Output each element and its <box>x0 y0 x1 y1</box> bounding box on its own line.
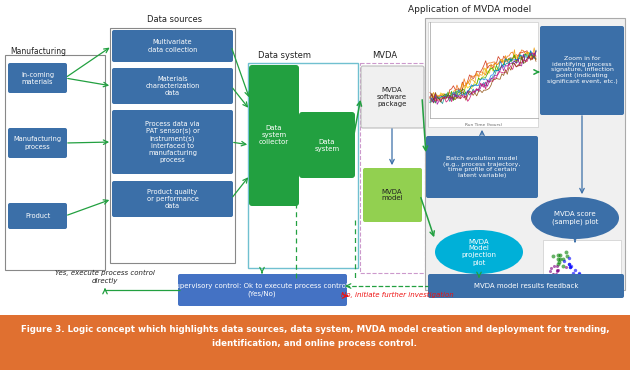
FancyBboxPatch shape <box>8 63 67 93</box>
FancyBboxPatch shape <box>428 274 624 298</box>
Text: MVDA
model: MVDA model <box>381 188 403 202</box>
Point <box>552 263 562 269</box>
Text: Supervisory control: Ok to execute process control ?
(Yes/No): Supervisory control: Ok to execute proce… <box>171 283 353 297</box>
Point <box>553 256 563 262</box>
Text: Manufacturing
process: Manufacturing process <box>13 137 62 149</box>
Text: MVDA model results feedback: MVDA model results feedback <box>474 283 578 289</box>
FancyBboxPatch shape <box>426 136 538 198</box>
Point <box>566 263 576 269</box>
Text: Run Time (hours): Run Time (hours) <box>466 123 503 127</box>
Point <box>559 258 569 263</box>
Point <box>555 252 565 258</box>
Text: Process data via
PAT sensor(s) or
instrument(s)
interfaced to
manufacturing
proc: Process data via PAT sensor(s) or instru… <box>145 121 200 163</box>
Bar <box>0 315 630 370</box>
Point <box>553 252 563 258</box>
Bar <box>5 55 105 270</box>
Point <box>553 261 563 267</box>
Ellipse shape <box>531 197 619 239</box>
Text: In-coming
materials: In-coming materials <box>21 71 54 84</box>
Point <box>548 272 558 278</box>
FancyBboxPatch shape <box>112 68 233 104</box>
Point <box>564 261 575 267</box>
Point <box>563 260 573 266</box>
FancyBboxPatch shape <box>361 66 424 128</box>
FancyBboxPatch shape <box>112 181 233 217</box>
Point <box>564 264 575 270</box>
FancyBboxPatch shape <box>178 274 347 306</box>
Point <box>554 256 564 262</box>
Text: Data
system: Data system <box>314 138 340 151</box>
Point <box>560 274 570 280</box>
Text: Multivariate
data collection: Multivariate data collection <box>148 40 197 53</box>
Point <box>570 267 580 273</box>
Bar <box>360 63 425 273</box>
Point <box>553 268 563 273</box>
Point <box>568 272 578 278</box>
Point <box>554 259 564 265</box>
Point <box>549 263 559 269</box>
Point <box>548 253 558 259</box>
Text: Product: Product <box>25 213 50 219</box>
Point <box>552 268 562 273</box>
Text: No, initiate further investigation: No, initiate further investigation <box>341 292 454 298</box>
Point <box>548 272 558 278</box>
Text: Materials
characterization
data: Materials characterization data <box>146 76 200 96</box>
FancyBboxPatch shape <box>540 26 624 115</box>
Point <box>573 270 583 276</box>
Text: Data
system
collector: Data system collector <box>259 125 289 145</box>
Point <box>568 270 578 276</box>
Text: MVDA: MVDA <box>372 50 398 60</box>
Point <box>551 271 561 277</box>
Text: Manufacturing: Manufacturing <box>10 47 66 55</box>
Point <box>561 265 571 270</box>
Text: identification, and online process control.: identification, and online process contr… <box>212 340 418 349</box>
Bar <box>248 63 358 268</box>
Text: Figure 3. Logic concept which highlights data sources, data system, MVDA model c: Figure 3. Logic concept which highlights… <box>21 326 609 334</box>
Point <box>564 255 574 261</box>
Text: Batch evolution model
(e.g., process trajectory,
time profile of certain
latent : Batch evolution model (e.g., process tra… <box>444 156 520 178</box>
Point <box>573 271 583 277</box>
Point <box>546 265 556 271</box>
FancyBboxPatch shape <box>112 30 233 62</box>
Text: Product quality
or performance
data: Product quality or performance data <box>147 189 198 209</box>
Text: MVDA score
(sample) plot: MVDA score (sample) plot <box>552 211 598 225</box>
FancyBboxPatch shape <box>363 168 422 222</box>
FancyBboxPatch shape <box>8 128 67 158</box>
Bar <box>543 240 621 285</box>
Point <box>562 253 572 259</box>
Bar <box>425 18 625 290</box>
Point <box>558 256 568 262</box>
Point <box>551 272 561 278</box>
Point <box>564 264 575 270</box>
Text: Yes, execute process control
directly: Yes, execute process control directly <box>55 270 155 284</box>
Point <box>552 268 562 274</box>
FancyBboxPatch shape <box>8 203 67 229</box>
Ellipse shape <box>435 230 523 274</box>
Text: Data system: Data system <box>258 50 311 60</box>
Point <box>544 268 554 274</box>
Text: MVDA
Model
projection
plot: MVDA Model projection plot <box>462 239 496 266</box>
Text: MVDA
software
package: MVDA software package <box>377 87 407 107</box>
Text: Zoom in for
identifying process
signature, inflection
point (indicating
signific: Zoom in for identifying process signatur… <box>547 56 617 84</box>
Text: Data sources: Data sources <box>147 16 203 24</box>
Bar <box>428 22 538 127</box>
Point <box>561 249 571 255</box>
FancyBboxPatch shape <box>112 110 233 174</box>
Bar <box>110 28 235 263</box>
FancyBboxPatch shape <box>299 112 355 178</box>
FancyBboxPatch shape <box>249 65 299 206</box>
Point <box>558 263 568 269</box>
Text: Application of MVDA model: Application of MVDA model <box>408 4 532 13</box>
